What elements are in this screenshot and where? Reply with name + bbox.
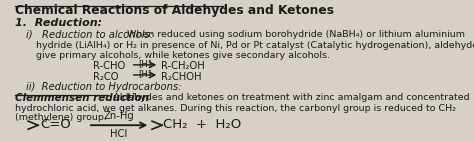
Text: [H]: [H] [138, 69, 152, 78]
Text: : Aldehydes and ketones on treatment with zinc amalgam and concentrated: : Aldehydes and ketones on treatment wit… [107, 93, 469, 102]
Text: CH₂  +  H₂O: CH₂ + H₂O [164, 118, 242, 131]
Text: Zn-Hg: Zn-Hg [103, 111, 134, 121]
Text: R₂CHOH: R₂CHOH [161, 72, 201, 82]
Text: ii)  Reduction to Hydrocarbons:: ii) Reduction to Hydrocarbons: [26, 82, 181, 92]
Text: hydrochloric acid, we get alkanes. During this reaction, the carbonyl group is r: hydrochloric acid, we get alkanes. Durin… [15, 104, 456, 113]
Text: R-CH₂OH: R-CH₂OH [161, 61, 205, 71]
Text: hydride (LiAlH₄) or H₂ in presence of Ni, Pd or Pt catalyst (Catalytic hydrogena: hydride (LiAlH₄) or H₂ in presence of Ni… [36, 40, 474, 49]
Text: i)   Reduction to alcohols:: i) Reduction to alcohols: [26, 30, 153, 40]
Text: [H]: [H] [138, 59, 152, 68]
Text: give primary alcohols, while ketones give secondary alcohols.: give primary alcohols, while ketones giv… [36, 51, 330, 60]
Text: R₂CO: R₂CO [93, 72, 119, 82]
Text: When reduced using sodium borohydride (NaBH₄) or lithium aluminium: When reduced using sodium borohydride (N… [127, 30, 465, 39]
Text: HCl: HCl [110, 129, 128, 139]
Text: 1.  Reduction:: 1. Reduction: [15, 18, 102, 28]
Text: C=O: C=O [40, 118, 71, 131]
Text: (methylene) group.: (methylene) group. [15, 114, 107, 122]
Text: Chemical Reactions of Aldehydes and Ketones: Chemical Reactions of Aldehydes and Keto… [15, 4, 334, 17]
Text: Clemmensen reduction: Clemmensen reduction [15, 93, 149, 103]
Text: R-CHO: R-CHO [93, 61, 126, 71]
